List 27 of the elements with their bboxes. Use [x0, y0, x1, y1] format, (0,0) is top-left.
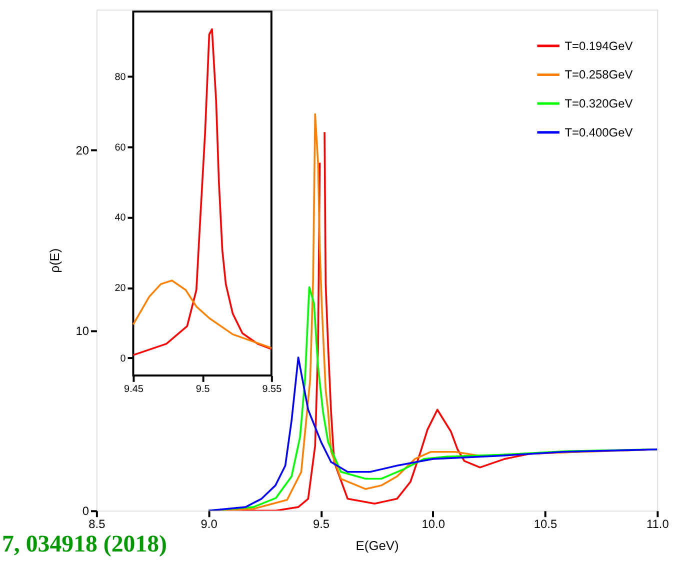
- text: 7, 034918 (2018): [2, 531, 168, 558]
- x-axis-title: E(GeV): [356, 538, 399, 553]
- y-tick-label: 60: [114, 142, 126, 154]
- x-tick-label: 9.45: [124, 384, 144, 395]
- y-tick-label: 0: [120, 353, 126, 364]
- legend-label: T=0.258GeV: [564, 68, 633, 82]
- line-series: [132, 28, 272, 356]
- y-tick-label: 0: [82, 504, 90, 518]
- legend-label: T=0.320GeV: [564, 96, 633, 111]
- line-series: [132, 280, 272, 349]
- x-tick-label: 9.0: [200, 517, 218, 532]
- x-tick-label: 11.0: [646, 517, 670, 532]
- x-tick-label: 8.5: [88, 517, 106, 532]
- x-tick-label: 9.5: [312, 517, 330, 532]
- legend-label: T=0.194GeV: [564, 38, 633, 53]
- x-tick-label: 9.5: [196, 384, 210, 395]
- y-tick-label: 20: [76, 144, 90, 158]
- y-tick-label: 20: [114, 283, 126, 294]
- y-axis-title: ρ(E): [46, 248, 62, 273]
- y-tick-label: 10: [76, 324, 90, 338]
- x-tick-label: 10.0: [422, 517, 446, 532]
- y-tick-label: 80: [114, 72, 126, 84]
- line-series: [208, 356, 658, 511]
- legend-label: T=0.400GeV: [564, 125, 633, 140]
- y-tick-label: 40: [114, 212, 126, 224]
- x-tick-label: 10.5: [534, 517, 558, 532]
- x-tick-label: 9.55: [262, 384, 282, 395]
